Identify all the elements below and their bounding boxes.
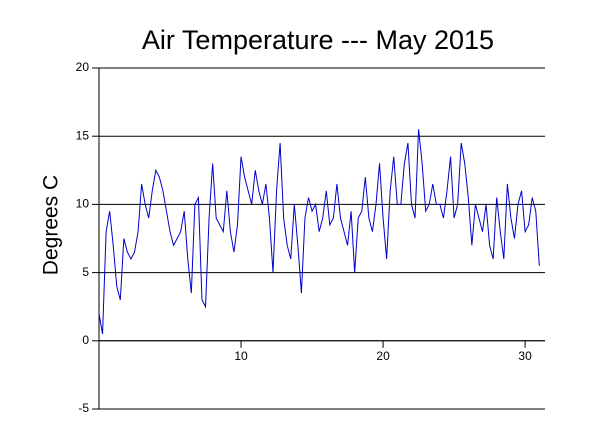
y-tick-label: -5 [78, 401, 89, 415]
y-tick-label: 0 [82, 333, 89, 347]
y-axis-label: Degrees C [40, 175, 63, 275]
chart-title: Air Temperature --- May 2015 [142, 25, 494, 55]
y-tick-label: 5 [82, 265, 89, 279]
data-line [98, 129, 540, 335]
x-tick-label: 10 [234, 349, 248, 363]
y-tick-label: 20 [76, 60, 90, 74]
x-tick-label: 30 [518, 349, 532, 363]
x-tick-label: 20 [376, 349, 390, 363]
y-tick-label: 15 [76, 128, 90, 142]
y-tick-label: 10 [76, 197, 90, 211]
